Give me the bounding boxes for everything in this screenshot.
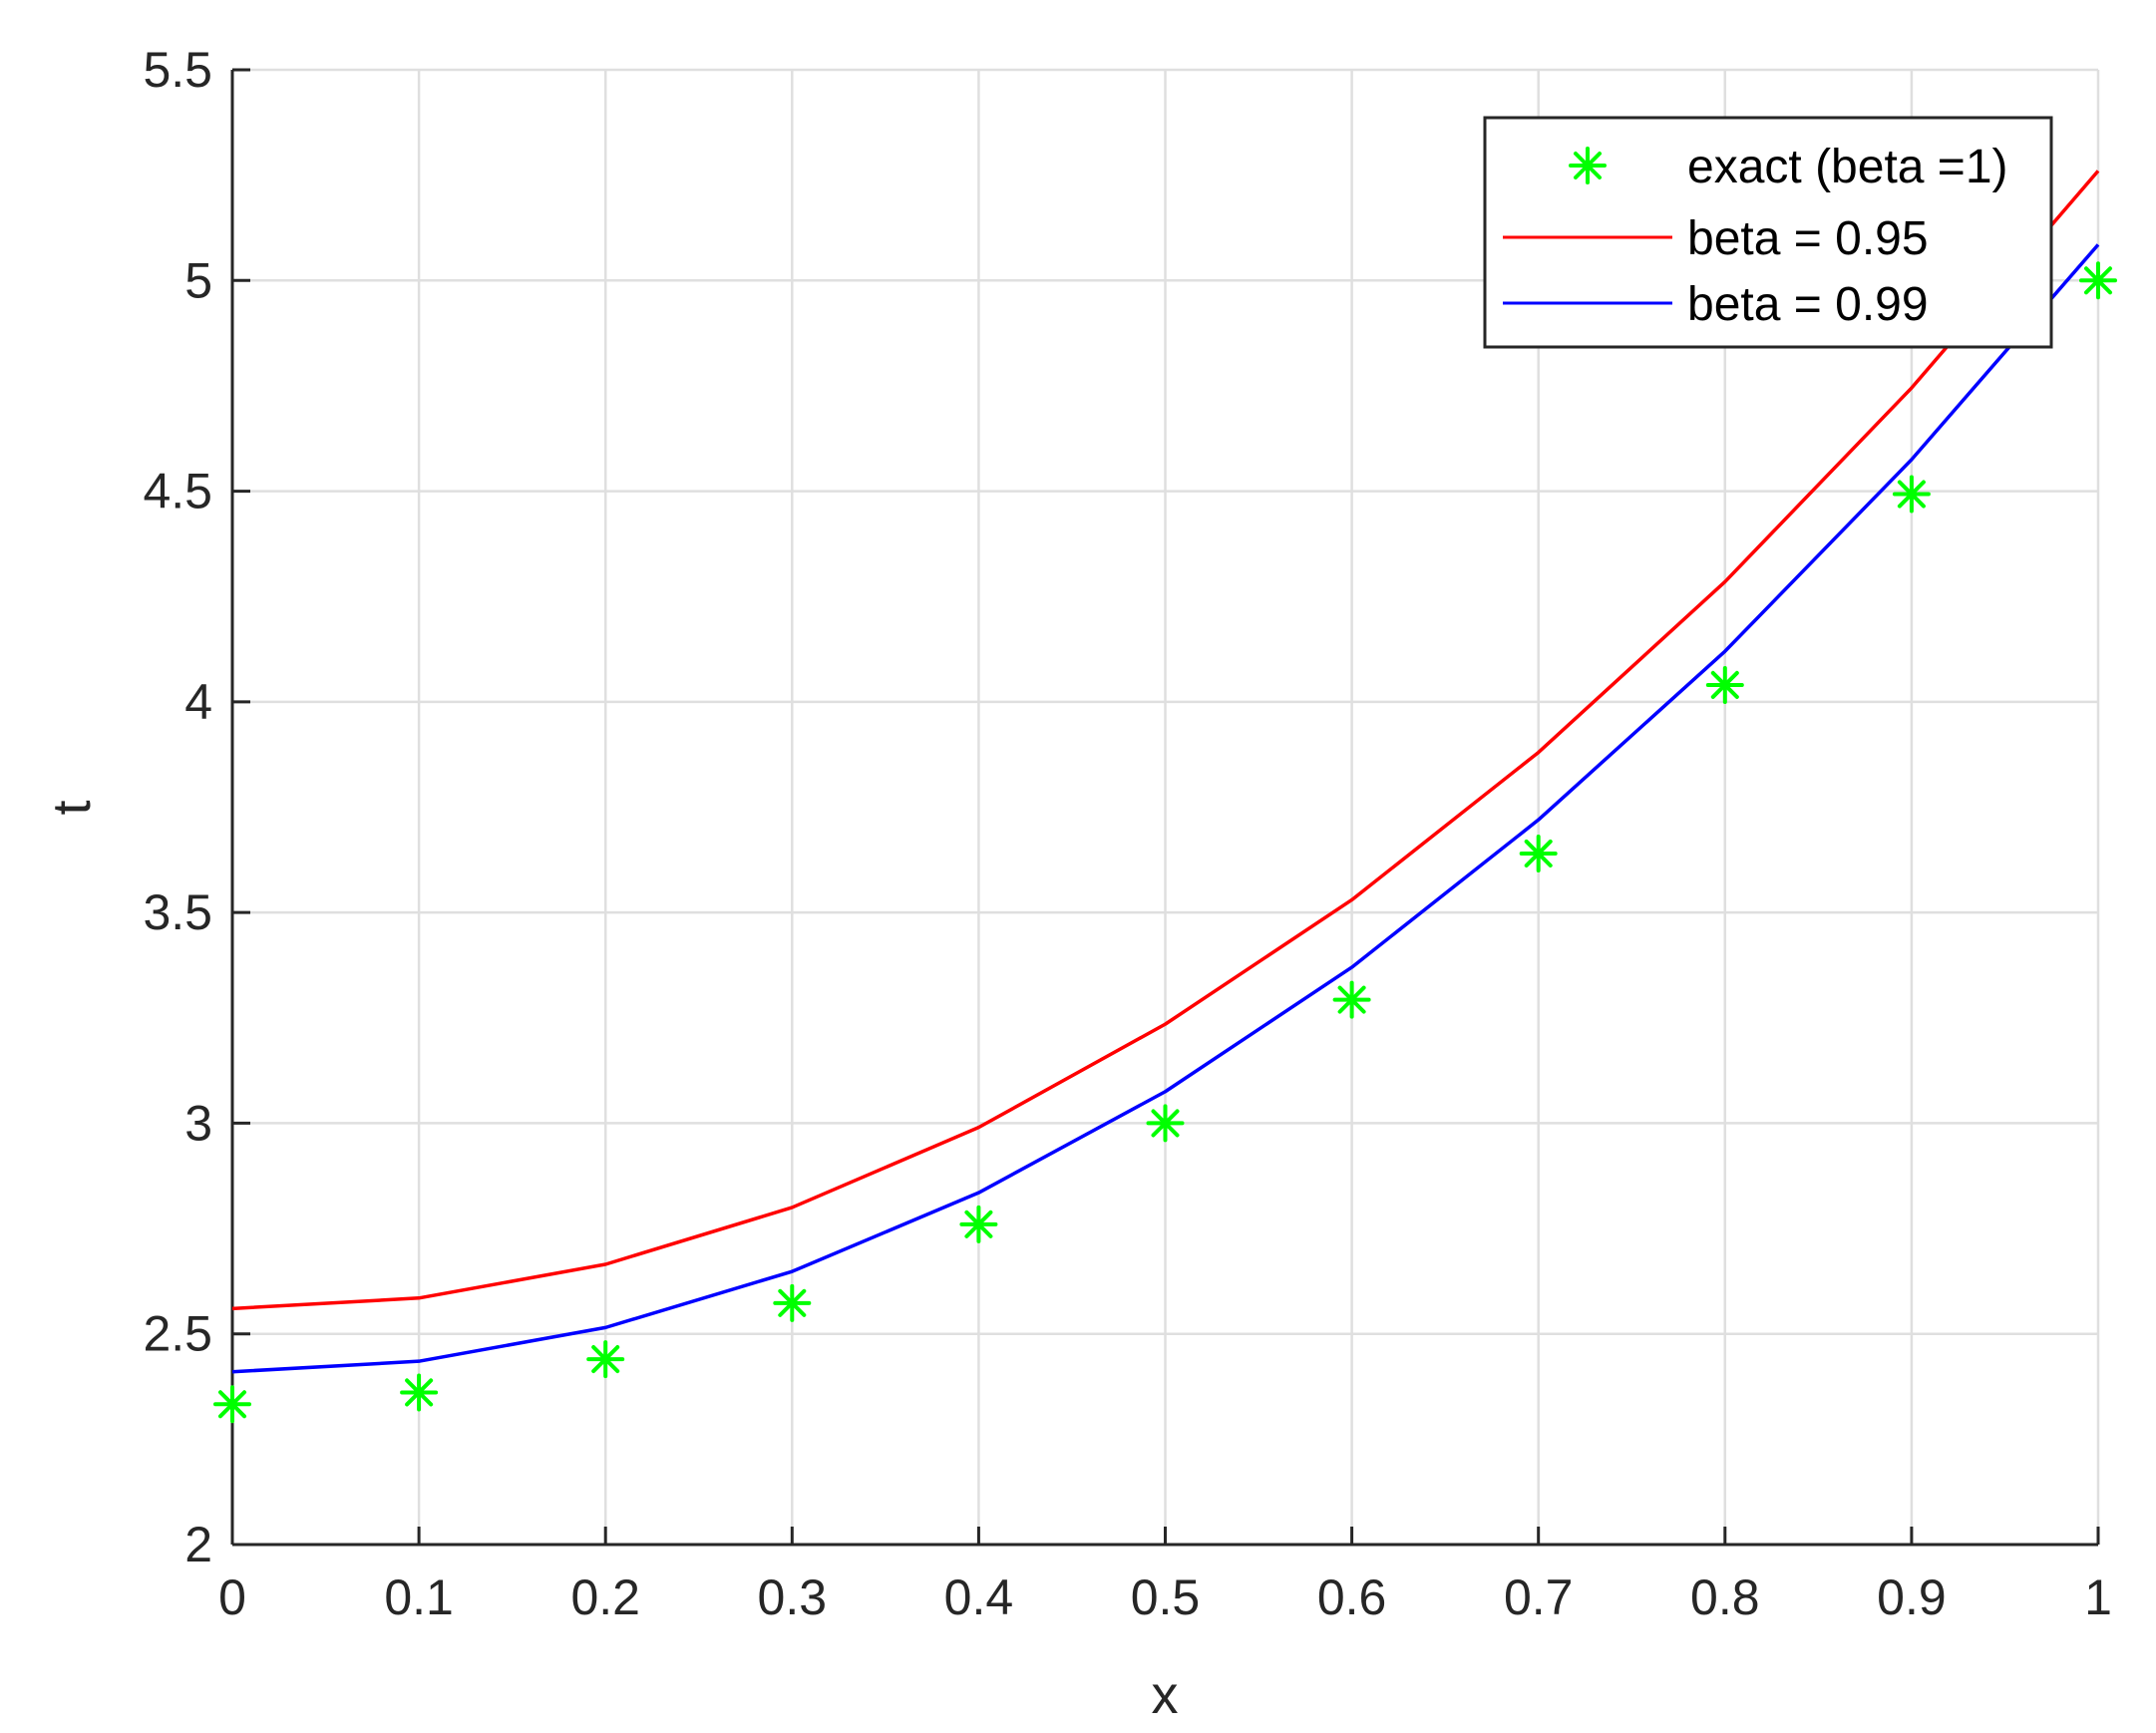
data-point-exact-beta-1 [1705, 665, 1744, 704]
data-point-exact-beta-1 [1146, 1104, 1185, 1143]
x-axis-title: x [1152, 1665, 1179, 1725]
y-tick-label: 4 [184, 674, 212, 730]
legend-label-beta-099: beta = 0.99 [1687, 278, 1929, 331]
y-tick-label: 5.5 [143, 42, 212, 98]
x-tick-label: 0.5 [1131, 1569, 1201, 1625]
y-tick-label: 2 [184, 1517, 212, 1572]
y-tick-label: 3 [184, 1095, 212, 1151]
data-point-exact-beta-1 [1892, 475, 1931, 514]
legend-asterisk-icon [1569, 147, 1607, 184]
data-point-exact-beta-1 [2079, 261, 2117, 300]
y-tick-label: 5 [184, 252, 212, 308]
x-tick-label: 0.6 [1317, 1569, 1387, 1625]
x-tick-label: 0.8 [1690, 1569, 1760, 1625]
y-tick-label: 2.5 [143, 1306, 212, 1362]
legend-label-exact: exact (beta =1) [1687, 141, 2008, 193]
legend: exact (beta =1) beta = 0.95 beta = 0.99 [1483, 116, 2053, 349]
tick-labels: 0 0.1 0.2 0.3 0.4 0.5 0.6 0.7 0.8 0.9 1 2 2.5 3 3.5 4 4.… [143, 42, 2111, 1625]
y-tick-label: 3.5 [143, 884, 212, 940]
data-point-exact-beta-1 [213, 1385, 251, 1424]
series-line-beta-0-99 [231, 243, 2100, 1374]
y-tick-label: 4.5 [143, 464, 212, 520]
legend-label-beta-095: beta = 0.95 [1687, 212, 1929, 265]
x-tick-label: 0.9 [1877, 1569, 1947, 1625]
x-tick-label: 0.7 [1504, 1569, 1574, 1625]
data-series [213, 170, 2117, 1424]
axes [230, 68, 2100, 1547]
x-tick-label: 0.2 [570, 1569, 640, 1625]
y-axis-title: t [42, 800, 102, 815]
x-tick-label: 0.3 [758, 1569, 828, 1625]
data-point-exact-beta-1 [1519, 834, 1558, 872]
data-point-exact-beta-1 [586, 1340, 625, 1379]
x-tick-label: 1 [2084, 1569, 2112, 1625]
legend-marker-exact [1569, 147, 1607, 184]
data-point-exact-beta-1 [959, 1205, 998, 1243]
data-point-exact-beta-1 [1332, 980, 1371, 1019]
x-tick-label: 0.1 [384, 1569, 454, 1625]
series-line-beta-0-95 [231, 170, 2100, 1311]
x-tick-label: 0 [218, 1569, 246, 1625]
x-tick-label: 0.4 [944, 1569, 1014, 1625]
data-point-exact-beta-1 [400, 1373, 439, 1412]
data-point-exact-beta-1 [773, 1283, 812, 1322]
